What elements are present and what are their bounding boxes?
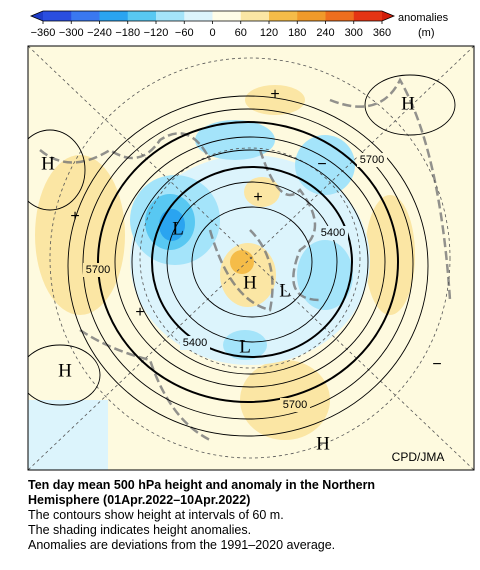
colorbar-segment xyxy=(71,11,100,21)
colorbar-segment xyxy=(325,11,355,21)
colorbar-label: anomalies xyxy=(398,12,449,24)
colorbar-segment xyxy=(127,11,157,21)
caption: Ten day mean 500 hPa height and anomaly … xyxy=(28,478,448,553)
colorbar-tick-label: −360 xyxy=(31,27,56,39)
map: H H H H H L L L + + + + − − 5700 5400 57… xyxy=(28,46,474,470)
contour-label: 5400 xyxy=(321,227,345,239)
high-label: H xyxy=(243,272,257,293)
caption-line: The contours show height at intervals of… xyxy=(28,508,284,522)
low-label: L xyxy=(279,280,291,301)
figure: −360 −300 −240 −180 −120 −60 0 60 120 180 240 300 36… xyxy=(27,10,475,471)
credit: CPD/JMA xyxy=(392,450,445,464)
colorbar-segment xyxy=(43,11,72,21)
low-label: L xyxy=(172,218,184,239)
colorbar-tick-label: 300 xyxy=(345,27,363,39)
plus-mark: + xyxy=(70,208,79,225)
contour-label: 5400 xyxy=(183,337,207,349)
colorbar-tick-label: −60 xyxy=(175,27,194,39)
high-label: H xyxy=(58,360,72,381)
colorbar: −360 −300 −240 −180 −120 −60 0 60 120 180 240 300 36… xyxy=(29,10,396,39)
caption-title: Ten day mean 500 hPa height and anomaly … xyxy=(28,478,376,507)
colorbar-over xyxy=(382,11,394,21)
colorbar-tick-label: −120 xyxy=(144,27,169,39)
contour-label: 5700 xyxy=(360,154,384,166)
colorbar-tick-label: 120 xyxy=(260,27,278,39)
colorbar-segment xyxy=(99,11,129,21)
plus-mark: + xyxy=(135,304,144,321)
colorbar-tick-label: −180 xyxy=(115,27,140,39)
low-label: L xyxy=(239,336,251,357)
contour-label: 5700 xyxy=(86,264,110,276)
graticule xyxy=(28,46,474,470)
colorbar-segment xyxy=(212,11,242,21)
colorbar-tick-label: 360 xyxy=(373,27,391,39)
caption-line: The shading indicates height anomalies. xyxy=(28,523,252,537)
high-label: H xyxy=(401,93,415,114)
colorbar-segment xyxy=(156,11,185,21)
coastlines xyxy=(39,77,452,442)
colorbar-segment xyxy=(184,11,213,21)
high-label: H xyxy=(41,153,55,174)
minus-mark: − xyxy=(432,356,441,373)
colorbar-tick-label: 180 xyxy=(288,27,306,39)
caption-line: Anomalies are deviations from the 1991–2… xyxy=(28,538,336,552)
colorbar-segment xyxy=(353,11,383,21)
colorbar-tick-label: 0 xyxy=(209,27,215,39)
colorbar-tick-label: 240 xyxy=(316,27,334,39)
plus-mark: + xyxy=(270,86,279,103)
contour-label: 5700 xyxy=(283,399,307,411)
plus-mark: + xyxy=(253,189,262,206)
colorbar-segment xyxy=(297,11,326,21)
map-frame xyxy=(27,45,475,471)
colorbar-unit: (m) xyxy=(418,27,435,39)
colorbar-tick-label: −240 xyxy=(87,27,112,39)
colorbar-under xyxy=(31,11,43,21)
colorbar-segment xyxy=(269,11,298,21)
colorbar-segment xyxy=(240,11,270,21)
colorbar-tick-label: −300 xyxy=(59,27,84,39)
pressure-labels: H H H H H L L L + + + + − − xyxy=(41,86,442,454)
contour-labels: 5700 5400 5700 5400 5700 xyxy=(83,153,387,412)
colorbar-tick-label: 60 xyxy=(235,27,247,39)
minus-mark: − xyxy=(317,156,326,173)
high-label: H xyxy=(316,433,330,454)
